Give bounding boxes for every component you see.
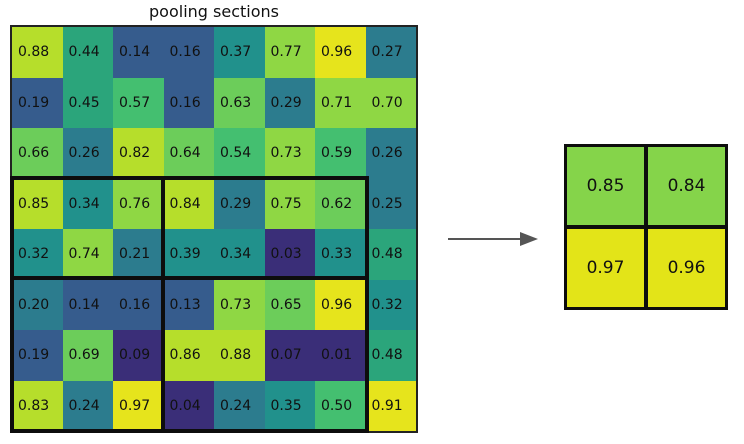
matrix-cell: 0.21 — [113, 229, 164, 280]
input-matrix: 0.88 0.44 0.14 0.16 0.37 0.77 0.96 0.27 0.19 0.45… — [10, 25, 418, 433]
matrix-cell: 0.62 — [315, 178, 366, 229]
matrix-cell: 0.85 — [12, 178, 63, 229]
matrix-cell: 0.77 — [264, 27, 315, 78]
matrix-cell: 0.97 — [113, 380, 164, 431]
pooled-output-matrix: 0.85 0.84 0.97 0.96 — [564, 144, 728, 310]
matrix-cell: 0.76 — [113, 178, 164, 229]
matrix-cell: 0.74 — [62, 229, 113, 280]
matrix-cell: 0.34 — [214, 229, 265, 280]
matrix-cell: 0.75 — [264, 178, 315, 229]
matrix-cell: 0.29 — [264, 77, 315, 128]
matrix-cell: 0.44 — [62, 27, 113, 78]
pooled-cell: 0.85 — [567, 147, 644, 225]
matrix-cell: 0.84 — [163, 178, 214, 229]
matrix-cell: 0.91 — [365, 380, 416, 431]
matrix-cell: 0.35 — [264, 380, 315, 431]
matrix-cell: 0.57 — [113, 77, 164, 128]
matrix-cell: 0.14 — [113, 27, 164, 78]
matrix-cell: 0.96 — [315, 279, 366, 330]
matrix-cell: 0.16 — [113, 279, 164, 330]
matrix-cell: 0.70 — [365, 77, 416, 128]
matrix-cell: 0.48 — [365, 330, 416, 381]
matrix-cell: 0.26 — [365, 128, 416, 179]
matrix-cell: 0.32 — [365, 279, 416, 330]
matrix-cell: 0.83 — [12, 380, 63, 431]
matrix-cell: 0.73 — [214, 279, 265, 330]
matrix-cell: 0.82 — [113, 128, 164, 179]
matrix-cell: 0.66 — [12, 128, 63, 179]
matrix-cell: 0.03 — [264, 229, 315, 280]
matrix-cell: 0.19 — [12, 330, 63, 381]
matrix-cell: 0.14 — [62, 279, 113, 330]
matrix-cell: 0.01 — [315, 330, 366, 381]
matrix-cell: 0.16 — [163, 27, 214, 78]
matrix-cell: 0.37 — [214, 27, 265, 78]
matrix-cell: 0.13 — [163, 279, 214, 330]
matrix-cell: 0.04 — [163, 380, 214, 431]
matrix-cell: 0.09 — [113, 330, 164, 381]
matrix-cell: 0.34 — [62, 178, 113, 229]
matrix-cell: 0.16 — [163, 77, 214, 128]
matrix-cell: 0.19 — [12, 77, 63, 128]
matrix-cell: 0.24 — [62, 380, 113, 431]
matrix-cell: 0.25 — [365, 178, 416, 229]
matrix-cell: 0.29 — [214, 178, 265, 229]
matrix-cell: 0.63 — [214, 77, 265, 128]
matrix-cell: 0.69 — [62, 330, 113, 381]
matrix-cell: 0.96 — [315, 27, 366, 78]
matrix-cell: 0.86 — [163, 330, 214, 381]
matrix-cell: 0.32 — [12, 229, 63, 280]
matrix-cell: 0.48 — [365, 229, 416, 280]
matrix-cell: 0.27 — [365, 27, 416, 78]
matrix-cell: 0.64 — [163, 128, 214, 179]
matrix-cell: 0.33 — [315, 229, 366, 280]
matrix-cell: 0.73 — [264, 128, 315, 179]
diagram-title: pooling sections — [149, 2, 279, 21]
matrix-cell: 0.54 — [214, 128, 265, 179]
matrix-cell: 0.65 — [264, 279, 315, 330]
matrix-cell: 0.24 — [214, 380, 265, 431]
matrix-cell: 0.20 — [12, 279, 63, 330]
matrix-cell: 0.39 — [163, 229, 214, 280]
matrix-cell: 0.71 — [315, 77, 366, 128]
matrix-cell: 0.59 — [315, 128, 366, 179]
matrix-cell: 0.26 — [62, 128, 113, 179]
arrow-icon — [448, 232, 538, 246]
pooled-cell: 0.97 — [567, 229, 644, 307]
pooled-cell: 0.96 — [648, 229, 725, 307]
matrix-cell: 0.45 — [62, 77, 113, 128]
matrix-cell: 0.50 — [315, 380, 366, 431]
matrix-cell: 0.88 — [12, 27, 63, 78]
pooled-cell: 0.84 — [648, 147, 725, 225]
matrix-cell: 0.07 — [264, 330, 315, 381]
matrix-cell: 0.88 — [214, 330, 265, 381]
